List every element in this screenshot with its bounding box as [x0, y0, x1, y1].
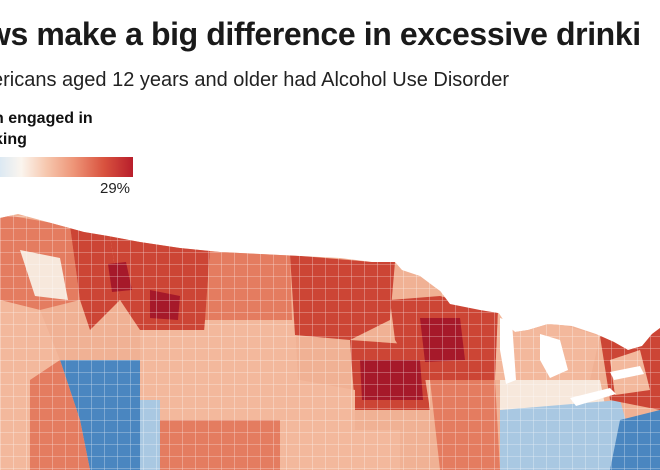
map-land: [0, 214, 660, 470]
great-lakes: [438, 288, 644, 406]
legend-max-label: 29%: [100, 180, 131, 197]
legend-title-line-2: king: [0, 131, 27, 148]
lake-ontario: [610, 366, 644, 380]
legend-title-line-1: n engaged in: [0, 110, 93, 127]
legend-title: n engaged in king: [0, 108, 140, 154]
lake-huron: [540, 334, 568, 378]
legend-color-scale: [0, 157, 133, 177]
chart-subtitle: ericans aged 12 years and older had Alco…: [0, 69, 509, 91]
chart-title: ws make a big difference in excessive dr…: [0, 16, 641, 52]
lake-erie: [570, 388, 616, 406]
lake-superior: [438, 288, 504, 314]
lake-michigan: [500, 318, 516, 384]
county-choropleth-map: [0, 214, 660, 470]
